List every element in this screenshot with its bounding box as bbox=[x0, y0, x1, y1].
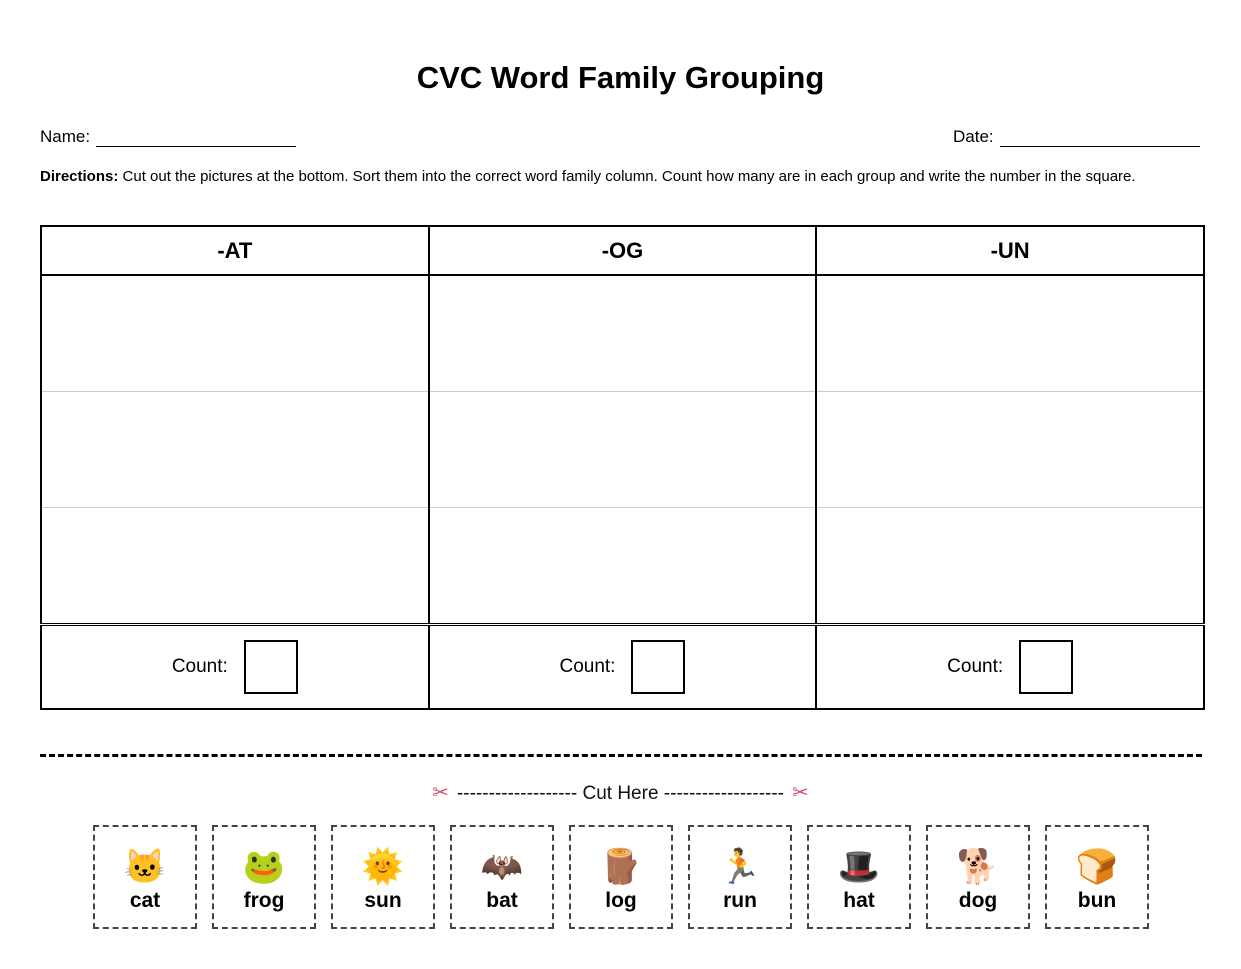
count-box-un[interactable] bbox=[1019, 640, 1074, 694]
picture-card-frog[interactable]: 🐸 frog bbox=[212, 825, 316, 929]
picture-cards: 🐱 cat 🐸 frog 🌞 sun 🦇 bat 🪵 log 🏃 run 🎩 h… bbox=[93, 825, 1149, 929]
count-label: Count: bbox=[559, 656, 616, 677]
column-header-un: -UN bbox=[815, 225, 1205, 276]
count-box-og[interactable] bbox=[631, 640, 686, 694]
name-label: Name: bbox=[40, 127, 91, 146]
card-word: sun bbox=[364, 889, 402, 912]
card-word: bun bbox=[1077, 889, 1117, 912]
card-word: frog bbox=[243, 889, 285, 912]
count-cell-og: Count: bbox=[427, 623, 818, 710]
wood-log-icon: 🪵 bbox=[599, 848, 643, 886]
cut-here-label: ✂ ------------------- Cut Here ----------… bbox=[0, 781, 1241, 806]
picture-card-run[interactable]: 🏃 run bbox=[688, 825, 792, 929]
count-label: Count: bbox=[171, 656, 228, 677]
picture-card-hat[interactable]: 🎩 hat bbox=[807, 825, 911, 929]
name-field: Name: bbox=[40, 127, 297, 147]
scissors-icon: ✂ bbox=[432, 782, 449, 804]
column-header-og: -OG bbox=[427, 225, 818, 276]
bat-icon: 🦇 bbox=[480, 848, 524, 886]
scissors-icon: ✂ bbox=[792, 782, 809, 804]
card-word: log bbox=[605, 889, 637, 912]
card-word: hat bbox=[843, 889, 875, 912]
picture-card-dog[interactable]: 🐕 dog bbox=[926, 825, 1030, 929]
count-cell-un: Count: bbox=[815, 623, 1205, 710]
drop-slot-og-1[interactable] bbox=[427, 274, 818, 392]
date-field: Date: bbox=[953, 127, 1200, 147]
drop-slot-at-2[interactable] bbox=[40, 391, 430, 508]
picture-card-log[interactable]: 🪵 log bbox=[569, 825, 673, 929]
drop-slot-un-3[interactable] bbox=[815, 507, 1205, 625]
cut-line-divider bbox=[40, 754, 1202, 757]
cut-here-text: ------------------- Cut Here -----------… bbox=[456, 783, 785, 804]
drop-slot-og-2[interactable] bbox=[427, 391, 818, 508]
picture-card-bun[interactable]: 🍞 bun bbox=[1045, 825, 1149, 929]
picture-card-cat[interactable]: 🐱 cat bbox=[93, 825, 197, 929]
directions-text: Cut out the pictures at the bottom. Sort… bbox=[118, 168, 1136, 185]
card-word: bat bbox=[486, 889, 518, 912]
drop-slot-at-3[interactable] bbox=[40, 507, 430, 625]
drop-slot-un-1[interactable] bbox=[815, 274, 1205, 392]
picture-card-bat[interactable]: 🦇 bat bbox=[450, 825, 554, 929]
drop-slot-at-1[interactable] bbox=[40, 274, 430, 392]
directions-label: Directions: bbox=[40, 168, 119, 185]
count-cell-at: Count: bbox=[40, 623, 430, 710]
dog-icon: 🐕 bbox=[956, 848, 1000, 886]
drop-slot-un-2[interactable] bbox=[815, 391, 1205, 508]
person-running-icon: 🏃 bbox=[718, 848, 762, 886]
sun-icon: 🌞 bbox=[361, 848, 405, 886]
date-label: Date: bbox=[953, 127, 994, 146]
cat-face-icon: 🐱 bbox=[123, 848, 167, 886]
count-label: Count: bbox=[947, 656, 1004, 677]
card-word: cat bbox=[129, 889, 161, 912]
name-input-line[interactable] bbox=[96, 130, 297, 147]
count-box-at[interactable] bbox=[243, 640, 298, 694]
date-input-line[interactable] bbox=[999, 130, 1200, 147]
card-word: run bbox=[723, 889, 757, 912]
top-hat-icon: 🎩 bbox=[837, 848, 881, 886]
page-title: CVC Word Family Grouping bbox=[416, 60, 825, 95]
column-header-at: -AT bbox=[40, 225, 430, 276]
directions: Directions: Cut out the pictures at the … bbox=[40, 168, 1200, 186]
drop-slot-og-3[interactable] bbox=[427, 507, 818, 625]
bread-icon: 🍞 bbox=[1075, 848, 1119, 886]
frog-icon: 🐸 bbox=[242, 848, 286, 886]
picture-card-sun[interactable]: 🌞 sun bbox=[331, 825, 435, 929]
card-word: dog bbox=[958, 889, 998, 912]
word-family-table: -AT -OG -UN Count: bbox=[40, 225, 1205, 710]
